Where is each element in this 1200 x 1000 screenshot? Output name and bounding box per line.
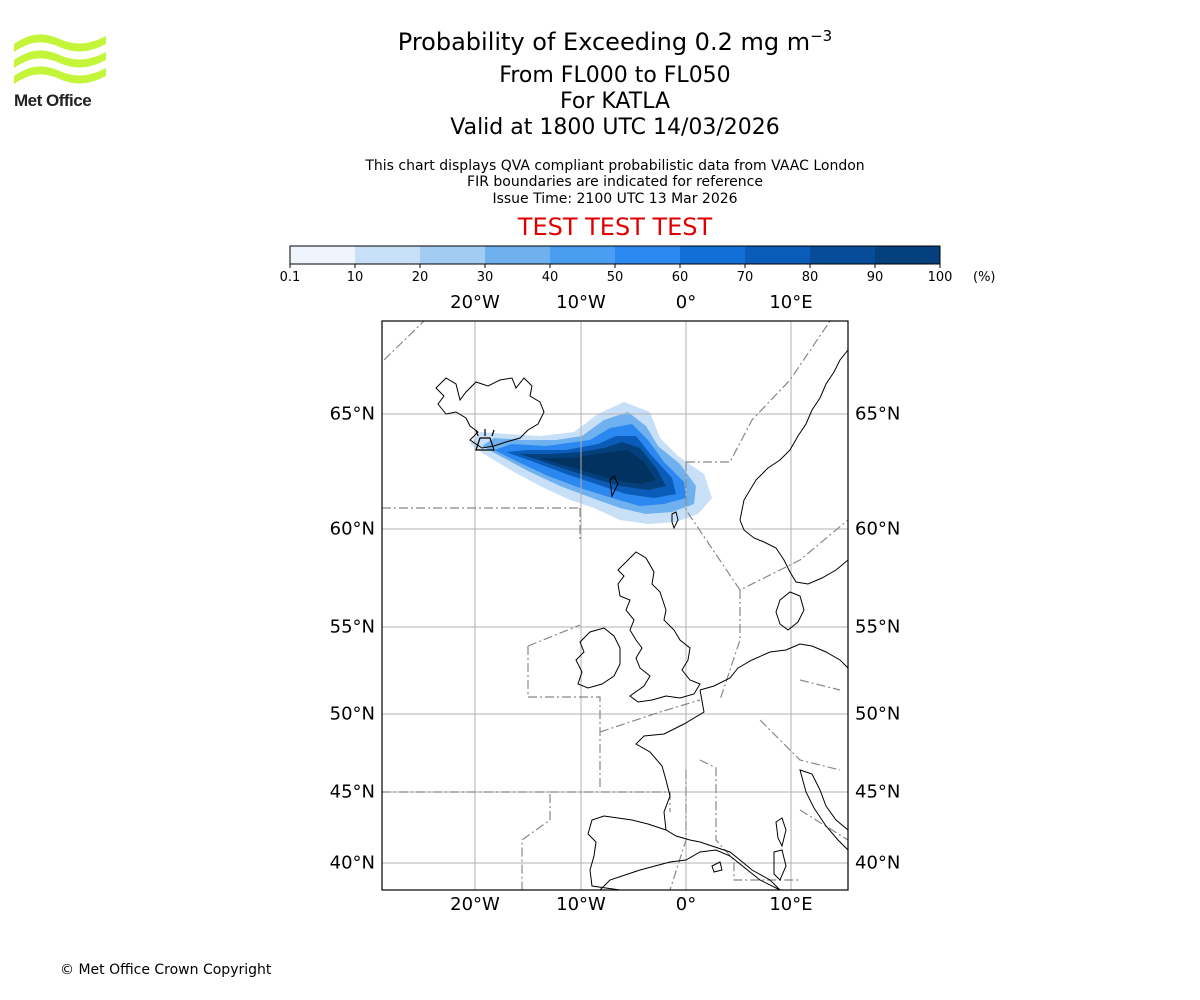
- lat-label-left-65n: 65°N: [329, 403, 375, 425]
- lat-label-right-65n: 65°N: [855, 403, 901, 425]
- fir-note: FIR boundaries are indicated for referen…: [467, 174, 763, 190]
- colorbar-tick-label: 100: [927, 270, 953, 285]
- colorbar-cell: [615, 246, 681, 264]
- colorbar-cell: [875, 246, 941, 264]
- probability-colorbar: [289, 245, 941, 268]
- volcano-icon: [475, 429, 495, 451]
- issue-time: Issue Time: 2100 UTC 13 Mar 2026: [492, 191, 738, 207]
- valid-time: Valid at 1800 UTC 14/03/2026: [450, 115, 780, 140]
- colorbar-cell: [485, 246, 551, 264]
- copyright-notice: © Met Office Crown Copyright: [60, 962, 272, 978]
- colorbar-tick-label: 60: [671, 270, 689, 285]
- lat-label-right-60n: 60°N: [855, 518, 901, 540]
- colorbar-tick-label: 40: [541, 270, 559, 285]
- lon-label-top-0: 0°: [675, 292, 697, 313]
- colorbar-cell: [810, 246, 876, 264]
- met-office-waves-icon: [14, 34, 106, 84]
- test-warning: TEST TEST TEST: [517, 213, 713, 241]
- colorbar-cell: [680, 246, 746, 264]
- lat-label-right-55n: 55°N: [855, 616, 901, 638]
- colorbar-tick-label: 0.1: [279, 270, 301, 285]
- lat-label-right-40n: 40°N: [855, 852, 901, 874]
- colorbar-unit: (%): [973, 270, 996, 285]
- colorbar-tick-label: 50: [606, 270, 624, 285]
- colorbar-cell: [550, 246, 616, 264]
- lon-label-bottom-10w: 10°W: [556, 894, 606, 915]
- lon-label-top-10e: 10°E: [769, 292, 813, 313]
- chart-title-text: Probability of Exceeding 0.2 mg m: [397, 28, 811, 56]
- colorbar-cell: [290, 246, 356, 264]
- lat-label-left-50n: 50°N: [329, 703, 375, 725]
- chart-title-superscript: −3: [810, 27, 833, 45]
- lon-label-top-20w: 20°W: [450, 292, 500, 313]
- ash-plume: [470, 402, 712, 524]
- colorbar-tick-label: 80: [801, 270, 819, 285]
- lon-label-top-10w: 10°W: [556, 292, 606, 313]
- lon-label-bottom-0: 0°: [675, 894, 697, 915]
- lat-label-left-60n: 60°N: [329, 518, 375, 540]
- flight-level-range: From FL000 to FL050: [499, 63, 731, 88]
- chart-title: Probability of Exceeding 0.2 mg m−3: [398, 27, 832, 56]
- colorbar-tick-label: 10: [346, 270, 364, 285]
- chart-description: This chart displays QVA compliant probab…: [365, 158, 865, 174]
- colorbar-cell: [355, 246, 421, 264]
- lon-label-bottom-20w: 20°W: [450, 894, 500, 915]
- colorbar-cell: [420, 246, 486, 264]
- lat-label-right-50n: 50°N: [855, 703, 901, 725]
- volcano-name: For KATLA: [560, 89, 670, 114]
- lon-label-bottom-10e: 10°E: [769, 894, 813, 915]
- colorbar-tick-label: 20: [411, 270, 429, 285]
- colorbar-tick-label: 30: [476, 270, 494, 285]
- met-office-logo: Met Office: [14, 30, 108, 112]
- colorbar-tick-label: 70: [736, 270, 754, 285]
- lat-label-left-40n: 40°N: [329, 852, 375, 874]
- colorbar-tick-label: 90: [866, 270, 884, 285]
- lat-label-right-45n: 45°N: [855, 781, 901, 803]
- map-gridlines: [382, 321, 848, 890]
- lat-label-left-55n: 55°N: [329, 616, 375, 638]
- met-office-logo-text: Met Office: [14, 91, 92, 110]
- lat-label-left-45n: 45°N: [329, 781, 375, 803]
- coastlines: [382, 349, 848, 890]
- colorbar-cell: [745, 246, 811, 264]
